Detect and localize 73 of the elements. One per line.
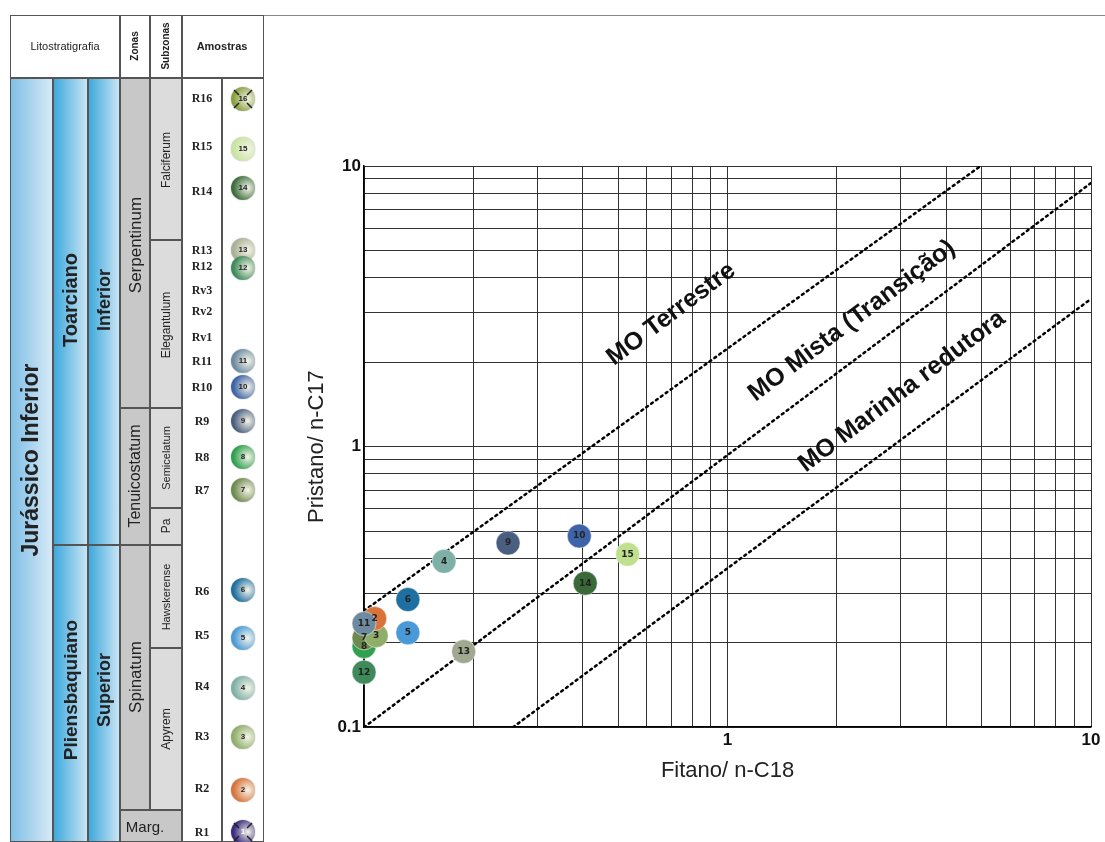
text: 14 — [238, 183, 248, 192]
text: Inferior — [94, 268, 114, 332]
text: 10 — [238, 382, 248, 391]
x-axis-title: Fitano/ n-C18 — [660, 756, 795, 782]
text: 6 — [240, 585, 246, 594]
text: R11 — [191, 354, 213, 368]
series-label: 14 — [578, 577, 592, 588]
series-label: 15 — [621, 548, 634, 559]
text: R15 — [191, 139, 213, 153]
text: 5 — [240, 633, 246, 642]
text: Zonas — [129, 31, 140, 61]
text: R10 — [191, 380, 213, 394]
text: Toarciano — [59, 252, 81, 348]
series-label: 3 — [373, 629, 380, 640]
text: Amostras — [196, 39, 248, 52]
series-label: 7 — [360, 632, 368, 643]
text: R16 — [191, 91, 213, 105]
series-label: 8 — [360, 640, 368, 651]
text: 11 — [238, 356, 248, 365]
text: Pa — [159, 518, 173, 534]
series-label: 10 — [573, 530, 586, 541]
text: Superior — [94, 652, 114, 728]
text: Pliensbaquiano — [59, 619, 81, 761]
text: Tenuicostatum — [126, 424, 143, 528]
text: Apyrem — [159, 708, 173, 750]
text: 4 — [240, 683, 246, 692]
y-axis-title: Pristano/ n-C17 — [303, 370, 329, 524]
series-label: 11 — [357, 617, 371, 628]
text: 16 — [238, 94, 248, 103]
text: Marg. — [125, 817, 165, 835]
y-tick-label: 1 — [351, 436, 362, 456]
text: Jurássico Inferior — [16, 363, 43, 557]
series-label: 6 — [404, 593, 411, 604]
text: 1 — [240, 827, 246, 836]
text: R6 — [194, 584, 210, 598]
text: R5 — [194, 628, 210, 642]
text: R2 — [194, 781, 210, 795]
text: Litostratigrafia — [30, 39, 100, 52]
text: Serpentinum — [125, 196, 145, 294]
text: R1 — [194, 825, 210, 839]
series-label: 9 — [504, 537, 512, 548]
text: 7 — [240, 485, 246, 494]
text: Semicelatum — [159, 426, 172, 490]
text: R12 — [191, 259, 213, 273]
text: Spinatum — [125, 641, 145, 713]
text: Rv1 — [191, 330, 213, 344]
text: Rv2 — [191, 304, 213, 318]
text: R3 — [194, 729, 210, 743]
text: R13 — [191, 243, 213, 257]
text: 12 — [238, 263, 248, 272]
text: 3 — [240, 732, 246, 741]
text: R9 — [194, 414, 210, 428]
text: Subzonas — [160, 22, 171, 70]
series-label: 4 — [440, 555, 448, 566]
text: Hawskerense — [159, 563, 172, 631]
series-label: 2 — [371, 612, 378, 623]
series-label: 5 — [404, 627, 411, 638]
text: R7 — [194, 483, 210, 497]
y-tick-label: 0.1 — [337, 716, 362, 736]
text: Falciferum — [159, 131, 173, 189]
y-tick-label: 10 — [342, 155, 362, 175]
text: 9 — [240, 416, 246, 425]
text: Rv3 — [191, 283, 213, 297]
text: Elegantulum — [159, 291, 173, 359]
series-label: 12 — [357, 666, 371, 677]
text: R8 — [194, 450, 210, 464]
text: R14 — [191, 184, 213, 198]
text: 15 — [238, 144, 248, 153]
text: 2 — [240, 785, 246, 794]
series-label: 13 — [457, 645, 470, 656]
text: 13 — [238, 245, 248, 254]
text: 8 — [240, 452, 246, 461]
text: R4 — [194, 679, 210, 693]
